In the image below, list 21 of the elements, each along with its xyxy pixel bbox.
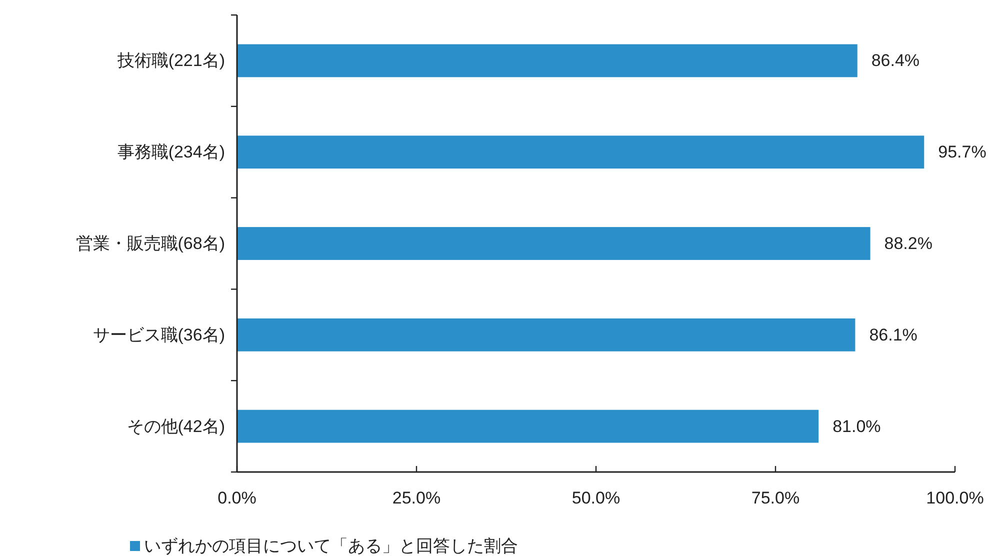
- x-tick-label: 25.0%: [392, 488, 441, 508]
- x-tick-label: 75.0%: [751, 488, 800, 508]
- y-tick-label: 技術職(221名): [116, 51, 225, 70]
- data-label: 95.7%: [938, 142, 986, 162]
- legend-label: いずれかの項目について「ある」と回答した割合: [144, 536, 518, 556]
- data-label: 86.1%: [869, 325, 918, 344]
- data-label: 86.4%: [871, 51, 920, 70]
- bar: [237, 227, 870, 260]
- x-tick-label: 50.0%: [572, 488, 620, 508]
- y-tick-label: その他(42名): [126, 416, 225, 436]
- x-tick-label: 100.0%: [926, 488, 984, 508]
- y-tick-label: サービス職(36名): [92, 325, 225, 344]
- data-label: 88.2%: [884, 234, 932, 253]
- y-tick-label: 事務職(234名): [117, 142, 225, 162]
- bar: [237, 410, 819, 443]
- bar: [237, 136, 924, 169]
- x-tick-label: 0.0%: [218, 488, 256, 508]
- bar: [237, 44, 858, 78]
- data-label: 81.0%: [832, 416, 881, 436]
- bar: [237, 318, 856, 352]
- y-tick-label: 営業・販売職(68名): [76, 234, 225, 253]
